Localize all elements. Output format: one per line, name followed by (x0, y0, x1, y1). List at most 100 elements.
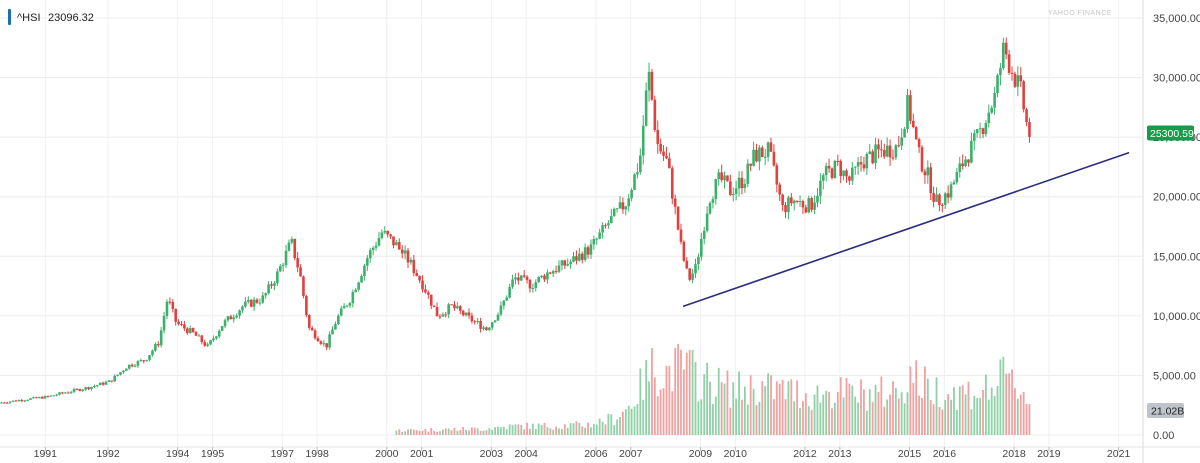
volume-bar (958, 386, 961, 435)
volume-bar (639, 368, 642, 435)
volume-bar (743, 386, 746, 435)
volume-bar (1014, 388, 1016, 435)
candle-body (859, 162, 863, 165)
candle-body (400, 249, 404, 254)
y-tick-label: 35,000.00 (1153, 13, 1200, 25)
x-tick-label: 1997 (271, 448, 295, 460)
x-tick-label: 2001 (410, 448, 434, 460)
support-trendline[interactable] (682, 151, 1130, 308)
candle-body (540, 275, 543, 278)
candle-body (807, 198, 811, 213)
candle-body (476, 320, 480, 322)
volume-bar (500, 427, 502, 435)
value-badges: 25300.59 21.02B (1147, 125, 1194, 418)
volume-bar (534, 429, 537, 435)
candle-body (348, 303, 352, 306)
candle-body (900, 137, 903, 146)
volume-bar (674, 348, 677, 435)
candle-body (252, 299, 256, 307)
candle-body (522, 275, 526, 277)
volume-bar (839, 377, 842, 435)
volume-bar (415, 430, 418, 435)
candle-body (612, 208, 616, 217)
volume-bar (685, 352, 688, 435)
volume-bar (921, 398, 923, 435)
candle-body (734, 188, 738, 194)
volume-bar (523, 429, 526, 435)
candle-body (55, 394, 58, 396)
volume-bar (773, 399, 775, 435)
candle-body (307, 315, 311, 328)
candle-body (174, 308, 177, 322)
volume-bar (398, 429, 401, 435)
candle-body (967, 159, 970, 163)
candle-body (569, 261, 572, 265)
candle-body (1028, 121, 1031, 137)
candle-body (644, 90, 648, 126)
candle-body (156, 344, 160, 346)
candle-body (226, 316, 230, 321)
candle-body (467, 312, 471, 316)
candle-body (386, 231, 389, 235)
candle-body (331, 329, 334, 335)
candle-body (302, 276, 305, 296)
volume-bar (903, 403, 906, 435)
volume-bar (1005, 373, 1008, 435)
candle-body (64, 392, 67, 394)
candle-body (711, 199, 715, 203)
volume-bar (677, 343, 679, 435)
candle-body (784, 204, 787, 213)
last-price-badge (1147, 125, 1194, 141)
candle-body (833, 161, 837, 178)
volume-bar (529, 428, 531, 435)
candle-body (592, 239, 596, 245)
candle-body (458, 306, 462, 311)
candle-body (447, 304, 450, 315)
volume-bar (531, 423, 534, 435)
candle-body (258, 302, 262, 304)
candle-body (586, 247, 590, 255)
candle-body (453, 304, 456, 309)
candle-body (961, 163, 964, 167)
candle-body (546, 272, 549, 280)
candle-body (519, 275, 523, 281)
candle-body (670, 168, 674, 199)
volume-bar (781, 379, 784, 435)
candle-body (970, 140, 973, 163)
candle-body (206, 344, 209, 346)
volume-badge (1147, 403, 1184, 418)
volume-bar (424, 428, 427, 435)
volume-bar (703, 374, 706, 435)
candle-body (801, 201, 805, 208)
candle-body (554, 271, 558, 273)
candle-body (293, 238, 297, 259)
candle-body (766, 142, 770, 157)
candle-body (366, 258, 369, 266)
candle-body (148, 355, 151, 360)
volume-bar (973, 395, 976, 435)
volume-bar (633, 406, 636, 435)
candle-body (220, 326, 224, 331)
volume-bar (459, 429, 462, 435)
x-tick-label: 2016 (933, 448, 957, 460)
yahoo-watermark: YAHOO FINANCE (1048, 10, 1112, 17)
volume-bar (630, 408, 633, 435)
candle-body (749, 163, 752, 166)
candle-body (903, 129, 906, 138)
x-tick-label: 2018 (1002, 448, 1026, 460)
volume-bar (860, 379, 862, 435)
candle-body (929, 167, 933, 194)
candle-body (580, 253, 584, 260)
volume-bar (732, 382, 735, 435)
candle-body (354, 289, 358, 293)
volume-bar (842, 397, 845, 435)
candle-body (920, 147, 924, 172)
candle-body (621, 202, 625, 210)
candle-body (151, 350, 154, 356)
candle-body (246, 299, 250, 302)
volume-bar (636, 404, 639, 435)
candle-body (790, 197, 793, 204)
candle-body (697, 256, 700, 265)
candle-body (241, 306, 244, 311)
